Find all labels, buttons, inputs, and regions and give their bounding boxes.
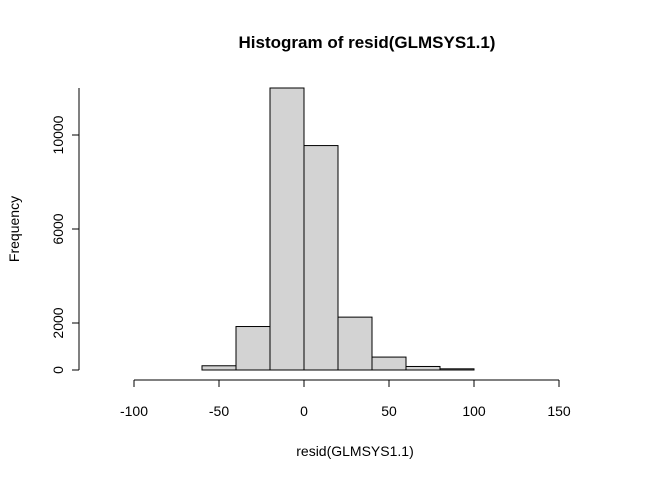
y-axis-label: Frequency (6, 196, 22, 262)
y-tick-label: 2000 (50, 307, 66, 338)
y-tick-label: 10000 (50, 115, 66, 154)
y-tick-label: 0 (50, 366, 66, 374)
histogram-bars (201, 87, 475, 371)
x-tick-label: -100 (120, 403, 148, 419)
x-tick-label: 50 (381, 403, 397, 419)
x-axis-label: resid(GLMSYS1.1) (296, 443, 413, 459)
histogram-bar (201, 365, 237, 371)
y-axis: 0 2000 6000 10000 (50, 88, 80, 374)
histogram-bar (303, 145, 339, 371)
histogram-bar (371, 356, 407, 371)
x-tick-label: 100 (462, 403, 486, 419)
histogram-bar (405, 365, 441, 371)
y-tick-label: 6000 (50, 213, 66, 244)
histogram-bar (337, 316, 373, 371)
histogram-bar (269, 87, 305, 371)
histogram-bar (439, 368, 475, 371)
x-tick-label: 0 (300, 403, 308, 419)
x-axis: -100 -50 0 50 100 150 (120, 379, 571, 419)
chart-title: Histogram of resid(GLMSYS1.1) (239, 33, 496, 52)
x-tick-label: -50 (209, 403, 229, 419)
x-tick-label: 150 (547, 403, 571, 419)
histogram-bar (235, 326, 271, 371)
